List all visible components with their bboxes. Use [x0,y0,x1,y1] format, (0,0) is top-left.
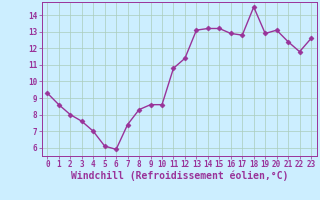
X-axis label: Windchill (Refroidissement éolien,°C): Windchill (Refroidissement éolien,°C) [70,171,288,181]
